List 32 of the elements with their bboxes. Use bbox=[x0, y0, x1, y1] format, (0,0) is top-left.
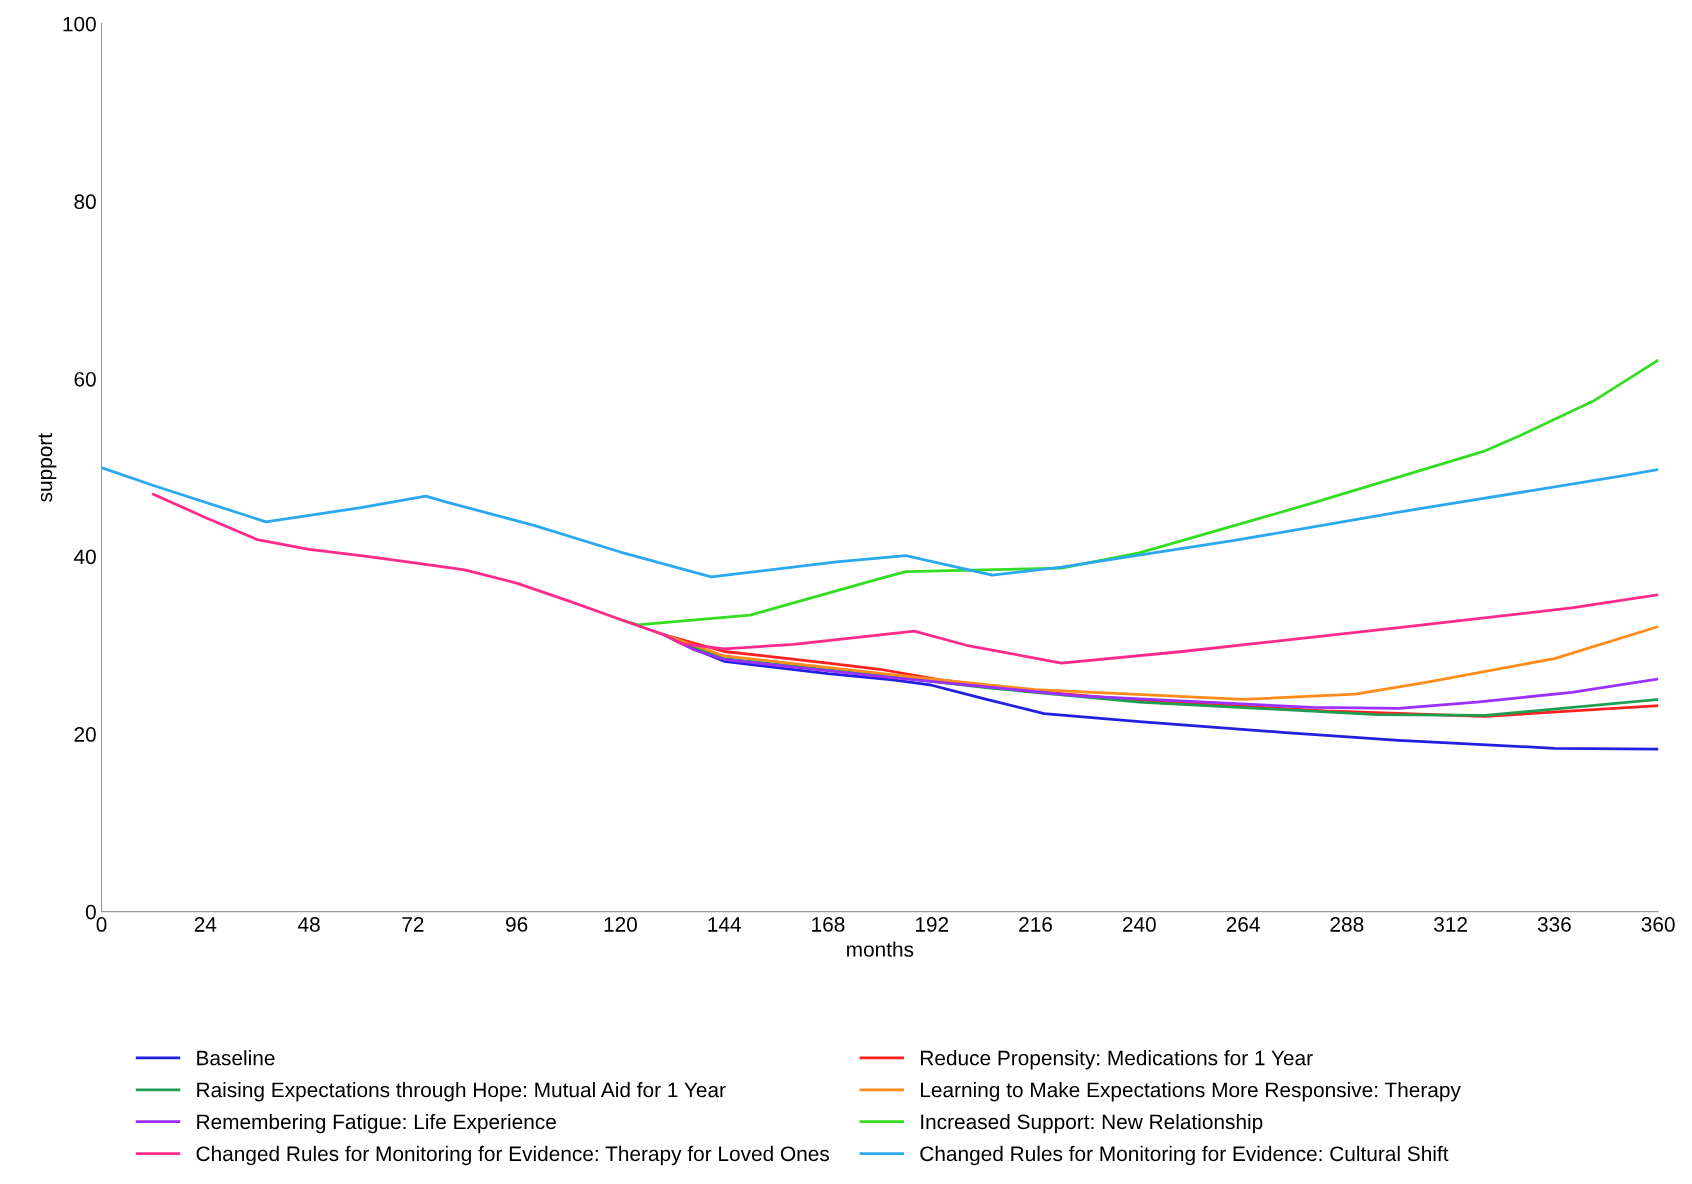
x-tick-label: 24 bbox=[194, 917, 217, 932]
x-tick-label: 360 bbox=[1641, 917, 1675, 932]
y-tick-label: 40 bbox=[73, 549, 96, 565]
x-tick-label: 288 bbox=[1330, 917, 1364, 932]
x-axis-title: months bbox=[847, 941, 914, 957]
x-tick-label: 216 bbox=[1019, 917, 1052, 932]
legend-label: Changed Rules for Monitoring for Evidence: Cultural Shift bbox=[920, 1145, 1449, 1166]
x-tick-label: 72 bbox=[402, 917, 424, 932]
y-tick-label: 100 bbox=[63, 16, 96, 32]
legend-label: Baseline bbox=[197, 1050, 275, 1066]
y-tick-label: 80 bbox=[74, 194, 96, 210]
x-tick-label: 120 bbox=[604, 917, 637, 932]
x-tick-label: 96 bbox=[506, 917, 528, 932]
x-tick-label: 192 bbox=[915, 917, 949, 932]
x-tick-label: 48 bbox=[297, 917, 320, 932]
x-tick-label: 264 bbox=[1226, 917, 1260, 932]
x-tick-label: 312 bbox=[1434, 917, 1467, 932]
y-tick-label: 0 bbox=[85, 904, 96, 920]
x-tick-label: 336 bbox=[1537, 917, 1571, 932]
legend-label: Raising Expectations through Hope: Mutual Aid for 1 Year bbox=[197, 1081, 726, 1102]
y-axis-title: support bbox=[38, 433, 57, 502]
legend-label: Learning to Make Expectations More Responsive: Therapy bbox=[921, 1081, 1461, 1102]
legend-label: Increased Support: New Relationship bbox=[921, 1113, 1263, 1134]
x-tick-label: 144 bbox=[708, 917, 741, 932]
legend-label: Changed Rules for Monitoring for Evidence: Therapy for Loved Ones bbox=[196, 1145, 830, 1166]
y-tick-label: 20 bbox=[74, 727, 96, 742]
y-tick-label: 60 bbox=[74, 371, 96, 387]
x-tick-label: 240 bbox=[1122, 917, 1156, 932]
legend-label: Remembering Fatigue: Life Experience bbox=[197, 1113, 556, 1134]
legend-label: Reduce Propensity: Medications for 1 Year bbox=[921, 1050, 1313, 1070]
x-tick-label: 168 bbox=[812, 917, 845, 932]
x-tick-label: 0 bbox=[96, 917, 107, 932]
